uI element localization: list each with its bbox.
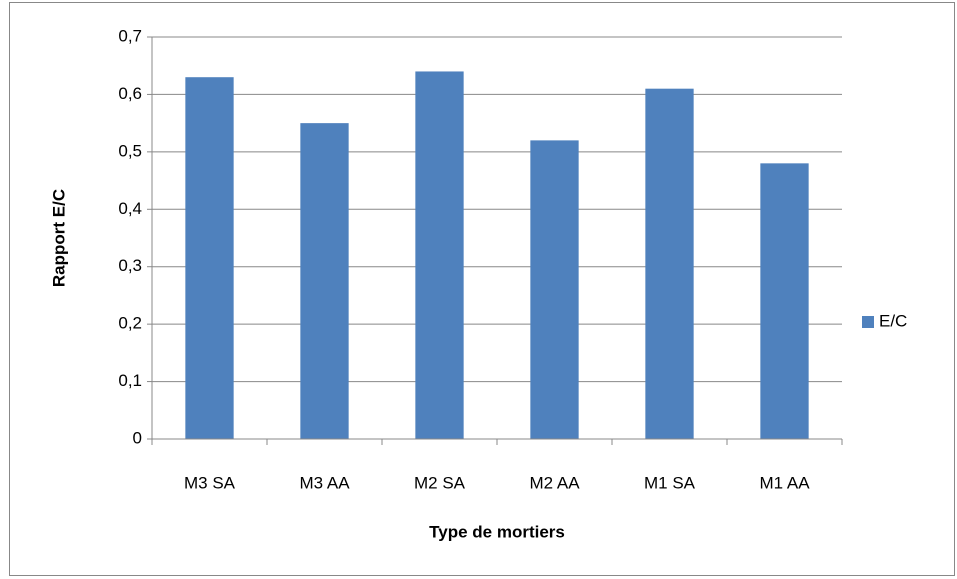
y-tick-label: 0,7 [118,26,142,45]
bar [300,123,349,440]
x-tick-label: M1 SA [644,473,696,492]
y-tick-label: 0,5 [118,141,142,160]
x-tick-label: M3 SA [184,473,236,492]
y-tick-label: 0,1 [118,371,142,390]
legend-label: E/C [879,311,907,330]
bar [415,71,464,439]
y-tick-label: 0 [133,428,142,447]
x-axis-title: Type de mortiers [429,522,565,541]
y-axis-title: Rapport E/C [49,189,68,287]
y-tick-label: 0,4 [118,199,142,218]
x-tick-label: M1 AA [759,473,810,492]
bar [645,88,694,439]
x-tick-label: M2 SA [414,473,466,492]
chart-frame [9,2,955,576]
legend-swatch [862,316,874,328]
y-tick-label: 0,2 [118,314,142,333]
x-tick-label: M2 AA [529,473,580,492]
x-tick-label: M3 AA [299,473,350,492]
bar [760,163,809,440]
y-tick-label: 0,3 [118,256,142,275]
y-tick-label: 0,6 [118,84,142,103]
bar [530,140,579,439]
bar [185,77,234,439]
